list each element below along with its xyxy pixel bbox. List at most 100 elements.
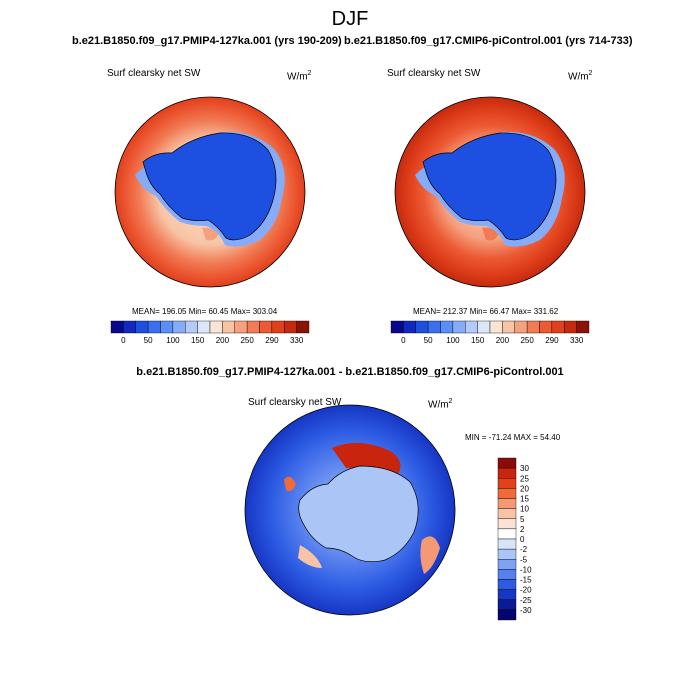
colorbar-tick-label: -2 — [520, 545, 528, 554]
colorbar-swatch — [415, 320, 429, 334]
colorbar-tick-label: 150 — [471, 336, 485, 345]
colorbar-swatch — [222, 320, 235, 334]
right-panel-title: b.e21.B1850.f09_g17.CMIP6-piControl.001 … — [344, 35, 633, 47]
colorbar-swatch — [197, 320, 211, 334]
colorbar-tick-label: 100 — [166, 336, 180, 345]
diff-positive-region-north — [332, 442, 401, 474]
colorbar-swatch — [390, 320, 404, 334]
colorbar-swatch — [296, 320, 310, 334]
right-stats: MEAN= 212.37 Min= 66.47 Max= 331.62 — [413, 307, 559, 316]
colorbar-swatch — [427, 320, 441, 334]
left-ice-shelf-patch — [202, 227, 218, 241]
diff-antarctica — [298, 465, 419, 563]
colorbar-tick-label: 330 — [570, 336, 584, 345]
left-panel-title: b.e21.B1850.f09_g17.PMIP4-127ka.001 (yrs… — [72, 35, 342, 47]
colorbar-swatch — [539, 320, 553, 334]
colorbar-swatch — [172, 320, 186, 334]
colorbar-swatch — [564, 320, 577, 334]
right-antarctica — [422, 132, 557, 241]
diff-stats: MIN = -71.24 MAX = 54.40 — [465, 433, 561, 442]
colorbar-tick-label: -30 — [520, 606, 532, 615]
colorbar-swatch — [497, 528, 517, 540]
right-ice-shelf-patch — [482, 227, 498, 241]
colorbar-tick-label: 200 — [496, 336, 510, 345]
colorbar-swatch — [551, 320, 565, 334]
colorbar-swatch — [135, 320, 149, 334]
colorbar-tick-label: 0 — [121, 336, 126, 345]
colorbar-tick-label: 290 — [265, 336, 279, 345]
colorbar-swatch — [497, 569, 517, 580]
colorbar-swatch — [452, 320, 466, 334]
colorbar-tick-label: 330 — [290, 336, 304, 345]
colorbar-swatch — [497, 579, 517, 590]
colorbar-tick-label: 20 — [520, 484, 529, 493]
right-colorbar: 0 50 100 150 200 250 290 330 — [390, 320, 590, 345]
colorbar-swatch — [209, 320, 223, 334]
colorbar-swatch — [271, 320, 285, 334]
colorbar-swatch — [514, 320, 528, 334]
colorbar-tick-label: 25 — [520, 474, 529, 483]
colorbar-tick-label: 0 — [401, 336, 406, 345]
left-antarctica — [142, 132, 277, 241]
colorbar-tick-label: -10 — [520, 565, 532, 574]
diff-positive-region-west — [284, 476, 296, 492]
right-units-label: W/m2 — [568, 70, 593, 83]
left-stats: MEAN= 196.05 Min= 60.45 Max= 303.04 — [132, 307, 278, 316]
colorbar-tick-label: 250 — [520, 336, 534, 345]
colorbar-tick-label: 30 — [520, 464, 529, 473]
colorbar-swatch — [403, 320, 416, 334]
colorbar-swatch — [576, 320, 590, 334]
diff-positive-region-east — [420, 536, 440, 574]
difference-title: b.e21.B1850.f09_g17.PMIP4-127ka.001 - b.… — [136, 366, 564, 378]
colorbar-swatch — [526, 320, 540, 334]
colorbar-swatch — [440, 320, 454, 334]
colorbar-swatch — [497, 538, 517, 550]
colorbar-tick-label: 150 — [191, 336, 205, 345]
colorbar-swatch — [123, 320, 136, 334]
colorbar-tick-label: 200 — [216, 336, 230, 345]
colorbar-swatch — [465, 320, 478, 334]
diff-variable-label: Surf clearsky net SW — [248, 397, 342, 408]
colorbar-swatch — [477, 320, 491, 334]
right-variable-label: Surf clearsky net SW — [387, 68, 481, 79]
colorbar-tick-label: 2 — [520, 525, 525, 534]
colorbar-tick-label: 5 — [520, 515, 525, 524]
colorbar-swatch — [185, 320, 198, 334]
colorbar-swatch — [110, 320, 124, 334]
diff-units-label: W/m2 — [428, 398, 453, 411]
colorbar-swatch — [284, 320, 297, 334]
left-units-label: W/m2 — [287, 70, 312, 83]
colorbar-swatch — [497, 559, 517, 570]
colorbar-swatch — [497, 457, 517, 469]
page-title: DJF — [331, 8, 369, 30]
colorbar-tick-label: -15 — [520, 576, 532, 585]
colorbar-swatch — [234, 320, 248, 334]
colorbar-swatch — [259, 320, 273, 334]
colorbar-tick-label: 0 — [520, 535, 525, 544]
colorbar-tick-label: -5 — [520, 555, 528, 564]
colorbar-swatch — [497, 599, 517, 611]
colorbar-tick-label: 250 — [240, 336, 254, 345]
right-polar-map — [394, 96, 586, 288]
colorbar-tick-label: -20 — [520, 586, 532, 595]
colorbar-swatch — [497, 467, 517, 479]
colorbar-swatch — [497, 488, 517, 499]
colorbar-tick-label: 100 — [446, 336, 460, 345]
colorbar-tick-label: 10 — [520, 505, 529, 514]
colorbar-swatch — [497, 498, 517, 509]
diff-positive-region-southwest — [298, 545, 322, 568]
colorbar-swatch — [497, 518, 517, 530]
colorbar-swatch — [489, 320, 503, 334]
colorbar-tick-label: 15 — [520, 495, 529, 504]
colorbar-tick-label: 290 — [545, 336, 559, 345]
colorbar-swatch — [497, 508, 517, 519]
colorbar-swatch — [497, 548, 517, 560]
colorbar-swatch — [497, 478, 517, 489]
colorbar-tick-label: 50 — [424, 336, 433, 345]
difference-polar-map — [244, 404, 456, 616]
left-polar-map — [114, 96, 306, 288]
colorbar-swatch — [246, 320, 260, 334]
colorbar-tick-label: 50 — [144, 336, 153, 345]
colorbar-tick-label: -25 — [520, 596, 532, 605]
